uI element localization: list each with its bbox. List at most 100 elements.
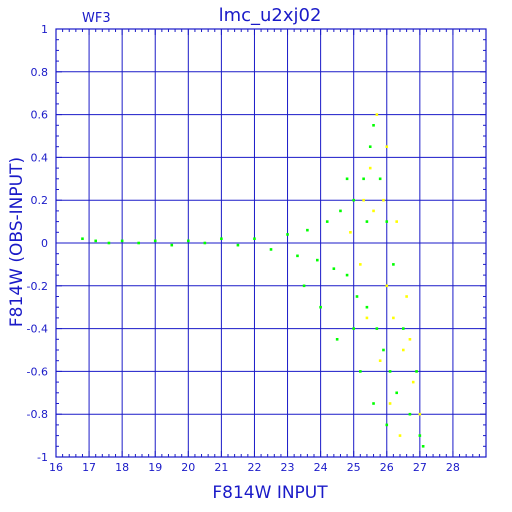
x-tick-labels: 16 17 18 19 20 21 22 23 24 25 26 27 28 — [49, 461, 460, 474]
data-point — [269, 248, 273, 251]
x-tick-label: 16 — [49, 461, 63, 474]
scatter-points — [81, 113, 425, 448]
data-point — [94, 239, 97, 243]
data-point — [408, 338, 412, 341]
data-point — [372, 124, 375, 127]
y-tick-label: -0.2 — [27, 280, 48, 293]
data-point — [368, 145, 372, 148]
data-point — [355, 295, 359, 298]
data-point — [395, 391, 398, 395]
data-point — [359, 370, 362, 373]
data-point — [375, 327, 379, 330]
data-point — [332, 267, 336, 270]
data-point — [187, 239, 190, 243]
data-point — [382, 348, 385, 352]
data-point — [359, 263, 362, 266]
data-point — [335, 338, 339, 341]
data-point — [345, 177, 349, 181]
data-point — [392, 316, 395, 320]
data-point — [372, 402, 375, 405]
x-tick-label: 27 — [413, 461, 427, 474]
data-point — [395, 220, 398, 223]
y-tick-label: 1 — [41, 23, 48, 36]
y-tick-label: -0.4 — [27, 323, 48, 336]
data-point — [408, 412, 412, 416]
y-tick-label: 0.4 — [31, 151, 49, 164]
data-point — [349, 231, 352, 234]
data-point — [296, 254, 299, 258]
y-tick-label: 0.2 — [31, 194, 49, 207]
data-point — [415, 370, 418, 373]
x-tick-label: 26 — [380, 461, 394, 474]
chart-subtitle: WF3 — [82, 11, 111, 26]
x-tick-label: 17 — [82, 461, 96, 474]
data-point — [378, 177, 382, 181]
data-point — [362, 177, 365, 181]
data-point — [382, 198, 385, 202]
data-point — [365, 220, 369, 223]
x-tick-label: 23 — [281, 461, 295, 474]
y-tick-label: 0 — [41, 237, 48, 250]
data-point — [385, 220, 389, 223]
data-point — [368, 166, 372, 170]
data-point — [316, 258, 319, 262]
y-tick-label: -1 — [37, 451, 48, 464]
x-tick-label: 22 — [247, 461, 261, 474]
data-point — [345, 273, 349, 277]
data-point — [388, 402, 392, 405]
data-point — [107, 241, 111, 245]
plot-frame — [55, 28, 487, 458]
x-tick-label: 20 — [181, 461, 195, 474]
data-point — [398, 434, 402, 437]
data-point — [253, 237, 256, 241]
data-point — [220, 237, 223, 241]
data-point — [418, 434, 422, 437]
data-point — [388, 370, 392, 373]
data-point — [306, 228, 309, 232]
data-point — [385, 284, 389, 288]
data-point — [352, 327, 355, 330]
y-axis-label: F814W (OBS-INPUT) — [7, 157, 27, 327]
x-tick-label: 24 — [314, 461, 328, 474]
y-tick-label: 0.6 — [31, 109, 49, 122]
y-tick-label: -0.8 — [27, 408, 48, 421]
data-point — [81, 237, 84, 241]
y-tick-label: 0.8 — [31, 66, 49, 79]
data-point — [385, 145, 389, 148]
data-point — [120, 239, 124, 243]
data-point — [325, 220, 329, 223]
data-point — [365, 305, 369, 309]
data-point — [402, 348, 405, 352]
data-point — [302, 284, 306, 288]
data-point — [286, 233, 289, 236]
x-tick-label: 28 — [446, 461, 460, 474]
data-point — [365, 316, 369, 320]
data-point — [392, 263, 395, 266]
data-point — [372, 209, 375, 213]
data-point — [385, 423, 389, 427]
data-point — [421, 445, 425, 448]
y-tick-label: -0.6 — [27, 365, 48, 378]
data-point — [339, 209, 342, 213]
data-point — [378, 359, 382, 362]
y-tick-labels: -1 -0.8 -0.6 -0.4 -0.2 0 0.2 0.4 0.6 0.8 1 — [27, 23, 48, 464]
data-point — [236, 243, 240, 247]
data-point — [352, 198, 355, 202]
data-point — [319, 305, 322, 309]
grid — [56, 29, 486, 457]
data-point — [375, 113, 379, 116]
data-point — [402, 327, 405, 330]
data-point — [418, 412, 422, 416]
data-point — [137, 241, 140, 245]
x-axis-label: F814W INPUT — [212, 483, 328, 503]
data-point — [170, 243, 174, 247]
x-tick-label: 18 — [115, 461, 129, 474]
x-tick-label: 25 — [347, 461, 361, 474]
data-point — [411, 380, 415, 384]
x-tick-label: 19 — [148, 461, 162, 474]
data-point — [153, 239, 157, 243]
x-tick-label: 21 — [214, 461, 228, 474]
data-point — [362, 198, 365, 202]
chart-title: lmc_u2xj02 — [219, 5, 322, 26]
